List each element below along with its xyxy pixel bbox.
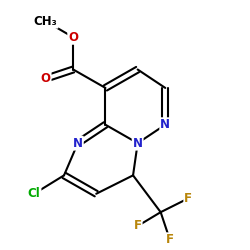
Text: CH₃: CH₃: [34, 15, 58, 28]
Text: Cl: Cl: [28, 187, 40, 200]
Text: N: N: [133, 137, 143, 150]
Text: O: O: [40, 72, 50, 85]
Text: N: N: [73, 137, 83, 150]
Text: O: O: [68, 31, 78, 44]
Text: F: F: [166, 233, 174, 246]
Text: F: F: [184, 192, 192, 205]
Text: F: F: [134, 220, 142, 232]
Text: N: N: [160, 118, 170, 131]
